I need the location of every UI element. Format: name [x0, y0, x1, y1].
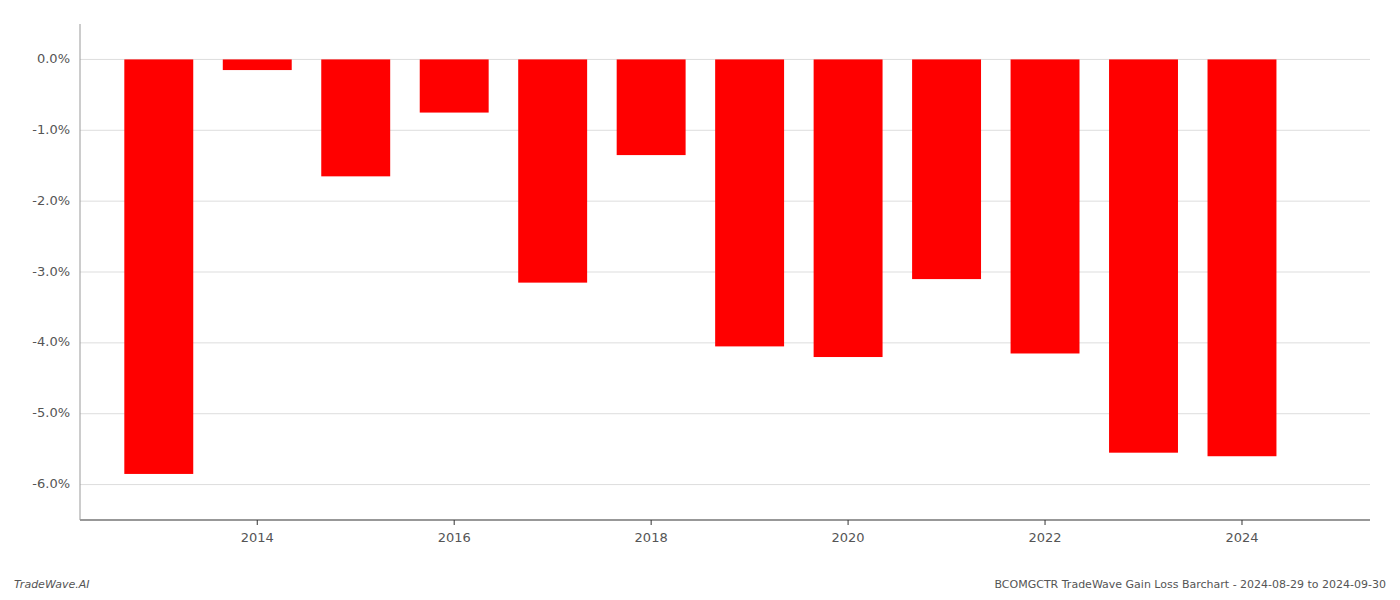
- x-ticks: 2014 2016 2018 2020 2022 2024: [241, 520, 1259, 545]
- x-tick-label: 2024: [1225, 530, 1258, 545]
- bar: [1109, 59, 1178, 452]
- x-tick: [454, 520, 455, 525]
- bar: [223, 59, 292, 70]
- y-grid: [80, 59, 1370, 484]
- bar: [420, 59, 489, 112]
- footer-left: TradeWave.AI: [14, 578, 89, 591]
- x-tick-label: 2020: [832, 530, 865, 545]
- x-tick-label: 2014: [241, 530, 274, 545]
- y-tick-label: -3.0%: [32, 264, 70, 279]
- chart-svg: 0.0%-1.0%-2.0%-3.0%-4.0%-5.0%-6.0%201420…: [0, 0, 1400, 600]
- x-tick: [1045, 520, 1046, 525]
- x-tick: [257, 520, 258, 525]
- bars: [124, 59, 1276, 474]
- bar: [321, 59, 390, 176]
- bar: [518, 59, 587, 282]
- y-tick-label: -2.0%: [32, 193, 70, 208]
- bar: [124, 59, 193, 474]
- grid-line: [80, 484, 1370, 485]
- bar: [1208, 59, 1277, 456]
- x-tick-label: 2016: [438, 530, 471, 545]
- footer-right: BCOMGCTR TradeWave Gain Loss Barchart - …: [995, 578, 1386, 591]
- chart-container: 0.0%-1.0%-2.0%-3.0%-4.0%-5.0%-6.0%201420…: [0, 0, 1400, 600]
- bar: [912, 59, 981, 279]
- x-tick: [651, 520, 652, 525]
- bar: [1011, 59, 1080, 353]
- y-tick-labels: 0.0% -1.0% -2.0% -3.0% -4.0% -5.0% -6.0%: [32, 51, 70, 491]
- bar: [715, 59, 784, 346]
- bar: [814, 59, 883, 357]
- y-tick-label: -1.0%: [32, 122, 70, 137]
- y-tick-label: -6.0%: [32, 476, 70, 491]
- x-tick-label: 2018: [635, 530, 668, 545]
- x-axis-line: [80, 519, 1370, 520]
- x-tick: [1241, 520, 1242, 525]
- y-tick-label: -5.0%: [32, 405, 70, 420]
- y-tick-label: -4.0%: [32, 334, 70, 349]
- y-axis-line: [80, 24, 81, 520]
- bar: [617, 59, 686, 155]
- x-tick: [848, 520, 849, 525]
- y-tick-label: 0.0%: [37, 51, 70, 66]
- x-tick-label: 2022: [1028, 530, 1061, 545]
